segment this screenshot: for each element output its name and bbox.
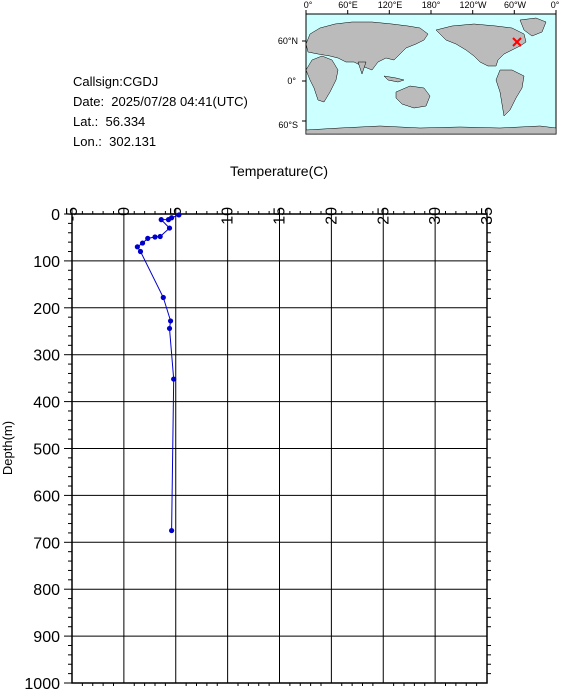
x-tick-label: 25 [375,207,392,225]
data-point [167,318,174,324]
x-tick-label: -5 [64,207,81,221]
data-point [165,217,172,223]
data-point [176,212,182,218]
temperature-profile [134,212,182,534]
y-axis-title: Depth(m) [0,421,15,475]
x-tick-label: 15 [272,207,289,225]
y-tick-label: 1000 [24,676,60,690]
map-lon-label: 120°W [459,0,487,10]
data-point [139,240,146,246]
callsign-label: Callsign:CGDJ [73,74,159,89]
map-lat-label: 0° [287,76,296,86]
data-point [166,325,173,332]
map-lon-label: 60°W [504,0,527,10]
land-south-america [495,69,525,117]
y-tick-label: 600 [33,488,60,505]
land-antarctica [305,125,557,135]
land-greenland [519,17,547,37]
data-point [166,225,173,231]
x-axis-title: Temperature(C) [230,163,328,179]
data-point [171,376,177,382]
data-point [157,233,163,240]
y-tick-label: 800 [33,582,60,599]
map-lon-label: 180° [422,0,441,10]
data-point [169,215,175,221]
station-marker [512,37,522,47]
x-tick-label: 30 [427,207,444,225]
land-india [357,61,367,75]
plot-frame [71,213,488,684]
y-tick-label: 700 [33,535,60,552]
y-tick-labels: 0 100 200 300 400 500 600 700 800 900 1000 [24,207,60,690]
x-tick-label: 5 [168,207,185,216]
latitude-label: Lat.: 56.334 [73,114,146,129]
y-tick-label: 0 [51,207,60,224]
x-tick-label: 0 [116,207,133,216]
x-tick-label: 20 [323,207,340,225]
date-label: Date: 2025/07/28 04:41(UTC) [73,94,248,109]
x-tick-label: 10 [220,207,237,225]
map-ticks [302,10,557,122]
map-lon-label: 120°E [378,0,403,10]
land-africa [305,55,339,103]
y-tick-label: 100 [33,254,60,271]
y-tick-label: 300 [33,348,60,365]
map-lat-label: 60°S [278,120,298,130]
map-lon-label: 60°E [338,0,358,10]
data-point [137,248,144,255]
chart-grid [71,213,488,684]
x-tick-label: 35 [479,207,496,225]
data-point [169,527,175,534]
location-map: 0° 60°E 120°E 180° 120°W 60°W 0° 60°N 0°… [278,0,560,135]
y-tick-label: 500 [33,442,60,459]
longitude-label: Lon.: 302.131 [73,134,157,149]
land-eurasia [305,21,429,71]
y-tick-label: 900 [33,629,60,646]
map-land [305,17,557,135]
map-lat-label: 60°N [278,36,298,46]
y-tick-label: 400 [33,395,60,412]
y-tick-label: 200 [33,301,60,318]
map-lon-label: 0° [304,0,313,10]
data-point [145,235,151,241]
land-indonesia [383,75,405,83]
land-north-america [435,23,527,67]
x-tick-labels: -5 0 5 10 15 20 25 30 35 [64,207,496,225]
map-lon-label: 0° [551,0,560,10]
data-point [160,294,166,301]
data-point [134,244,140,250]
profile-line [136,214,180,531]
data-point [158,217,164,223]
land-australia [395,85,431,109]
chart-axes [64,208,491,686]
data-point [152,234,158,240]
